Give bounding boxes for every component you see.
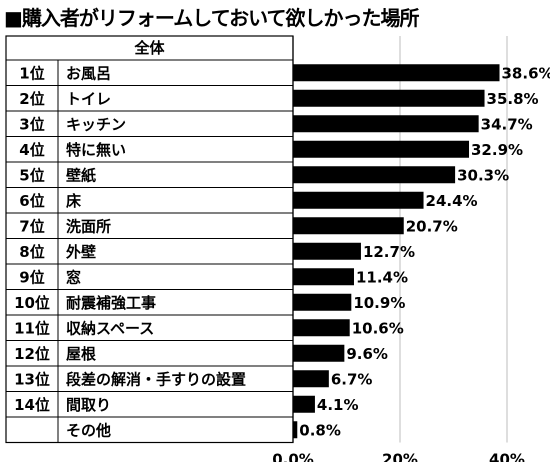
data-label: 30.3% xyxy=(457,166,509,184)
data-label: 0.8% xyxy=(299,421,341,439)
category-label: キッチン xyxy=(66,115,126,133)
rank-label: 1位 xyxy=(19,64,44,82)
data-label: 10.9% xyxy=(353,294,405,312)
group-header: 全体 xyxy=(133,39,165,57)
data-label: 10.6% xyxy=(352,319,404,337)
x-tick-label: 0.0% xyxy=(272,451,314,462)
bar xyxy=(293,64,500,82)
bar xyxy=(293,242,361,260)
rank-label: 5位 xyxy=(19,166,44,184)
bar xyxy=(293,217,404,235)
data-label: 9.6% xyxy=(346,345,388,363)
rank-label: 9位 xyxy=(19,268,44,286)
rank-label: 14位 xyxy=(14,396,50,414)
data-label: 20.7% xyxy=(406,217,458,235)
category-label: 洗面所 xyxy=(66,217,111,235)
bar xyxy=(293,293,352,311)
bar xyxy=(293,421,298,439)
bar xyxy=(293,140,470,158)
bar xyxy=(293,370,329,388)
rank-label: 2位 xyxy=(19,90,44,108)
category-label: 特に無い xyxy=(66,141,126,159)
data-label: 12.7% xyxy=(363,243,415,261)
category-label: 段差の解消・手すりの設置 xyxy=(66,370,246,388)
data-label: 35.8% xyxy=(487,90,539,108)
bar xyxy=(293,344,345,362)
category-label: トイレ xyxy=(66,90,111,108)
data-label: 34.7% xyxy=(481,115,533,133)
bar xyxy=(293,268,354,286)
category-label: 間取り xyxy=(66,396,111,414)
x-tick-label: 40% xyxy=(489,451,525,462)
category-label: 壁紙 xyxy=(66,166,96,184)
rank-label: 12位 xyxy=(14,345,50,363)
rank-label: 10位 xyxy=(14,294,50,312)
category-label: 屋根 xyxy=(66,345,96,363)
rank-label: 11位 xyxy=(14,319,50,337)
rank-label: 8位 xyxy=(19,243,44,261)
category-label: お風呂 xyxy=(66,64,111,82)
data-label: 11.4% xyxy=(356,268,408,286)
rank-label: 13位 xyxy=(14,370,50,388)
category-label: 床 xyxy=(66,192,82,210)
bar xyxy=(293,115,479,133)
bar xyxy=(293,89,485,107)
data-label: 4.1% xyxy=(317,396,359,414)
chart-title: ■購入者がリフォームしておいて欲しかった場所 xyxy=(4,6,419,30)
bar xyxy=(293,191,424,209)
bar xyxy=(293,395,315,413)
category-label: 外壁 xyxy=(65,243,96,261)
x-tick-label: 20% xyxy=(382,451,418,462)
rank-label: 3位 xyxy=(19,115,44,133)
data-label: 38.6% xyxy=(502,64,550,82)
category-label: 収納スペース xyxy=(66,319,154,337)
rank-label: 4位 xyxy=(19,141,44,159)
category-label: 窓 xyxy=(66,268,81,286)
rank-label: 6位 xyxy=(19,192,44,210)
data-label: 24.4% xyxy=(426,192,478,210)
bar xyxy=(293,319,350,337)
category-label: その他 xyxy=(66,421,111,439)
data-label: 32.9% xyxy=(471,141,523,159)
rank-label: 7位 xyxy=(19,217,44,235)
category-label: 耐震補強工事 xyxy=(66,294,156,312)
bar xyxy=(293,166,456,184)
data-label: 6.7% xyxy=(331,370,373,388)
